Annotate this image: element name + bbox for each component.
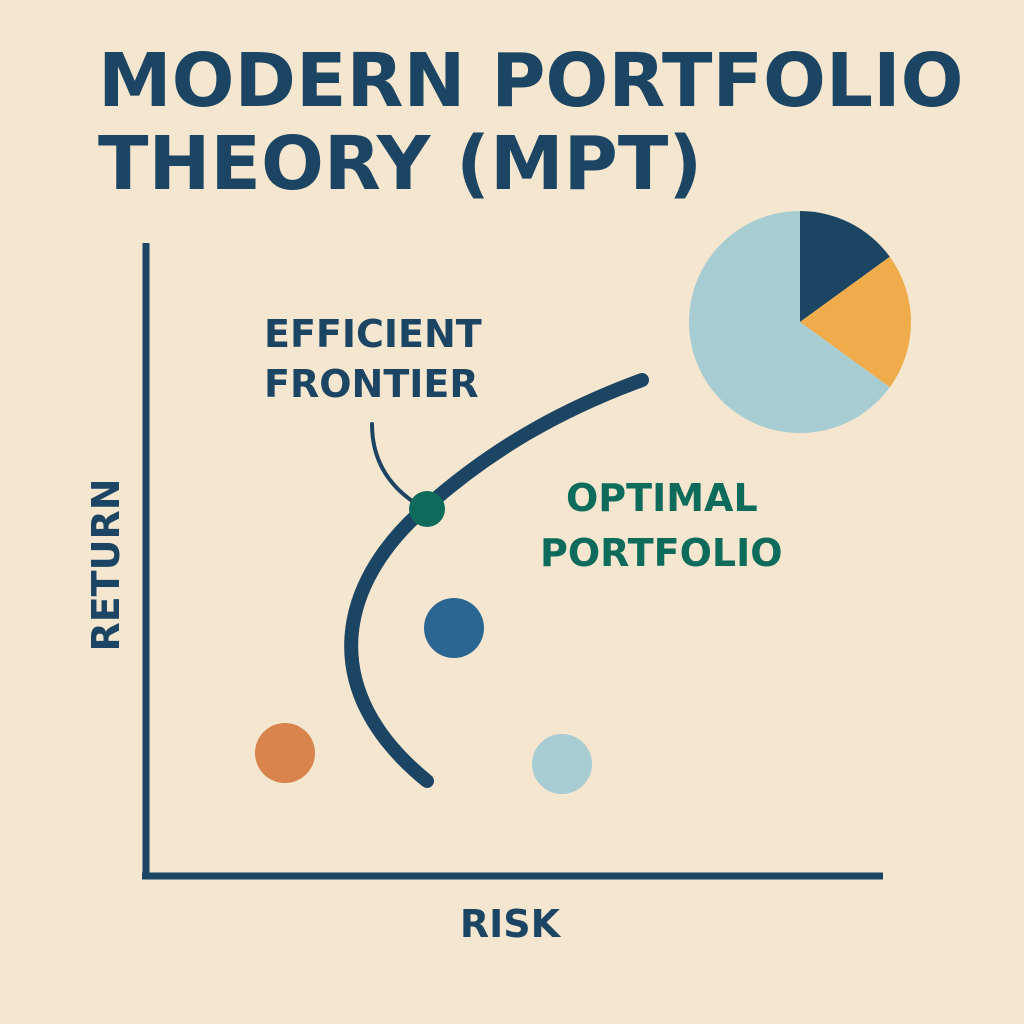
portfolio-dots — [255, 491, 592, 794]
y-axis-label: RETURN — [84, 478, 128, 651]
pie-slice-3 — [689, 211, 890, 434]
optimal-portfolio-dot — [409, 491, 445, 527]
efficient-frontier-label-line-1: EFFICIENT — [264, 312, 482, 356]
pie-slice-2 — [800, 256, 912, 388]
optimal-portfolio-label-line-1: OPTIMAL — [566, 476, 758, 520]
allocation-pie-chart — [689, 210, 912, 434]
title-line-1: MODERN PORTFOLIO — [98, 38, 964, 124]
frontier-pointer-line — [370, 422, 417, 505]
portfolio-dot-light-blue — [532, 734, 592, 794]
portfolio-dot-orange — [255, 723, 315, 783]
title-line-2: THEORY (MPT) — [98, 121, 702, 207]
x-axis-label: RISK — [460, 902, 562, 946]
efficient-frontier-label-line-2: FRONTIER — [264, 362, 479, 406]
pie-slice-1 — [800, 210, 890, 322]
portfolio-dot-blue — [424, 598, 484, 658]
optimal-portfolio-label-line-2: PORTFOLIO — [540, 531, 783, 575]
